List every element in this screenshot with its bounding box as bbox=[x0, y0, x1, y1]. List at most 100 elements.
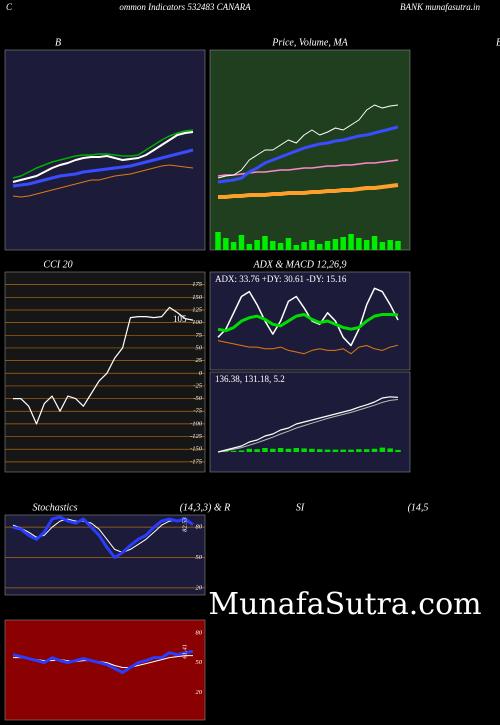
panel-label: ADX: 33.76 +DY: 30.61 -DY: 15.16 bbox=[215, 274, 347, 284]
bar bbox=[356, 449, 362, 452]
bar bbox=[230, 450, 237, 452]
panel-title: B bbox=[55, 37, 61, 48]
y-tick-label: -100 bbox=[190, 420, 203, 427]
panel-title: SI bbox=[296, 502, 305, 513]
y-tick-label: 75 bbox=[196, 332, 203, 339]
bar bbox=[293, 245, 299, 250]
bar bbox=[340, 449, 346, 452]
y-tick-label: 20 bbox=[196, 689, 203, 696]
bar bbox=[332, 449, 339, 452]
panel-title: ADX & MACD 12,26,9 bbox=[252, 259, 346, 270]
panel-title: Stochastics bbox=[33, 502, 78, 513]
series-line bbox=[217, 287, 399, 347]
bar bbox=[395, 241, 401, 250]
panel-label: 136.38, 131.18, 5.2 bbox=[215, 374, 285, 384]
bar bbox=[363, 240, 370, 250]
series-line bbox=[217, 396, 399, 453]
series-line bbox=[12, 164, 194, 198]
bar bbox=[340, 237, 346, 250]
y-tick-label: -125 bbox=[190, 433, 203, 440]
panel-subtitle: (14,5 bbox=[408, 502, 429, 513]
panel bbox=[209, 49, 411, 251]
bar bbox=[317, 449, 323, 452]
series-line bbox=[12, 649, 194, 674]
value-label: 105 bbox=[173, 314, 187, 324]
panel bbox=[209, 371, 411, 473]
bar bbox=[277, 448, 284, 452]
bar bbox=[371, 448, 378, 452]
bar bbox=[387, 240, 393, 250]
value-label: 82.53 bbox=[181, 517, 188, 532]
series-line bbox=[12, 515, 194, 559]
bar bbox=[356, 238, 362, 250]
header-right: BANK munafasutra.in bbox=[400, 2, 481, 12]
series-line bbox=[218, 183, 399, 199]
bar bbox=[238, 235, 245, 250]
y-tick-label: 50 bbox=[196, 344, 203, 351]
y-tick-label: -75 bbox=[193, 408, 202, 415]
bar bbox=[270, 448, 276, 452]
y-tick-label: 50 bbox=[196, 554, 203, 561]
bar bbox=[254, 449, 260, 452]
panel-subtitle: (14,3,3) & R bbox=[180, 502, 231, 513]
y-tick-label: 175 bbox=[192, 281, 203, 288]
bar bbox=[348, 449, 354, 452]
panel-title: Price, Volume, MA bbox=[271, 37, 348, 48]
y-tick-label: 0 bbox=[199, 370, 203, 377]
y-tick-label: 150 bbox=[192, 294, 203, 301]
series-line bbox=[12, 131, 194, 183]
bar bbox=[262, 236, 268, 250]
bar bbox=[285, 448, 292, 452]
bar bbox=[395, 449, 401, 452]
bar bbox=[379, 447, 386, 452]
panel bbox=[4, 619, 206, 721]
bar bbox=[246, 448, 253, 452]
bar bbox=[317, 244, 323, 250]
header-edge: B bbox=[496, 37, 500, 48]
value-label: 61.41 bbox=[181, 644, 188, 659]
y-tick-label: -150 bbox=[190, 446, 203, 453]
series-line bbox=[217, 125, 399, 184]
bar bbox=[363, 449, 370, 452]
bar bbox=[246, 244, 253, 250]
series-line bbox=[13, 306, 194, 425]
bar bbox=[223, 238, 229, 250]
series-line bbox=[217, 104, 399, 179]
header-left: C bbox=[6, 2, 13, 12]
header-title: ommon Indicators 532483 CANARA bbox=[119, 2, 251, 12]
bar bbox=[301, 242, 307, 250]
y-tick-label: -175 bbox=[190, 458, 203, 465]
y-tick-label: 50 bbox=[196, 659, 203, 666]
bar bbox=[309, 448, 315, 452]
y-tick-label: 80 bbox=[196, 629, 203, 636]
series-line bbox=[217, 340, 399, 355]
series-line bbox=[12, 518, 194, 553]
series-line bbox=[217, 399, 399, 453]
series-line bbox=[12, 129, 194, 179]
panel-title: CCI 20 bbox=[43, 259, 72, 270]
watermark: MunafaSutra.com bbox=[208, 587, 481, 622]
bar bbox=[379, 242, 386, 250]
bar bbox=[309, 240, 315, 250]
y-tick-label: 80 bbox=[196, 524, 203, 531]
y-tick-label: 100 bbox=[192, 319, 203, 326]
bar bbox=[254, 240, 260, 250]
bar bbox=[293, 448, 299, 452]
panel bbox=[4, 49, 206, 251]
bar bbox=[215, 232, 221, 250]
bar bbox=[332, 239, 339, 250]
panel bbox=[4, 271, 206, 473]
panel bbox=[4, 514, 206, 596]
bar bbox=[270, 241, 276, 250]
bar bbox=[277, 243, 284, 250]
bar bbox=[285, 238, 292, 250]
y-tick-label: 25 bbox=[196, 357, 203, 364]
bar bbox=[387, 448, 393, 452]
y-tick-label: 125 bbox=[192, 306, 203, 313]
bar bbox=[230, 242, 237, 250]
bar bbox=[324, 449, 331, 452]
bar bbox=[262, 448, 268, 452]
bar bbox=[238, 450, 245, 452]
bar bbox=[301, 448, 307, 452]
